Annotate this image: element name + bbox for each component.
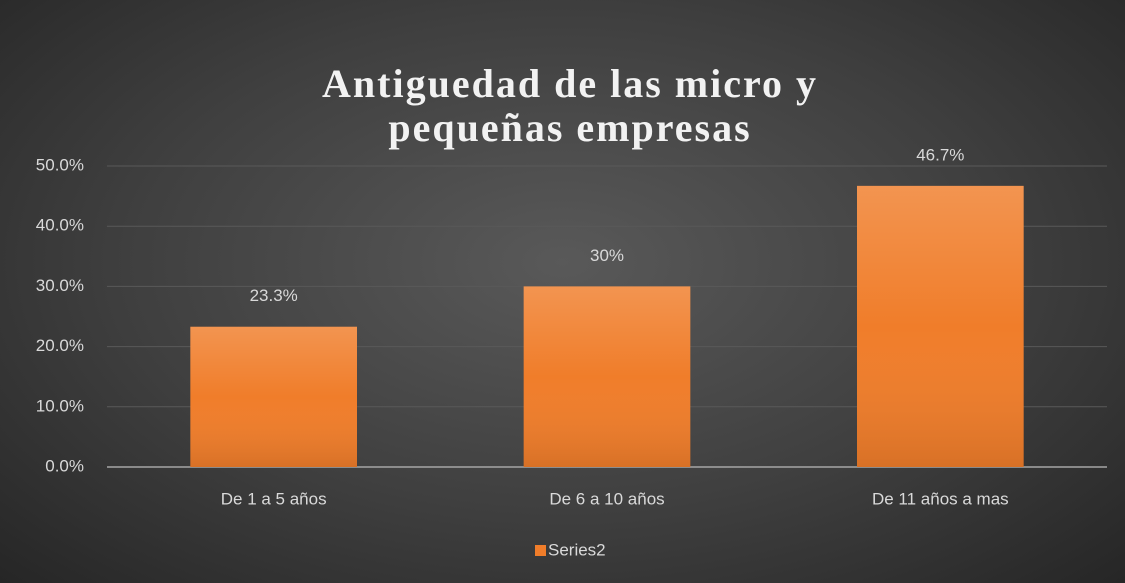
y-tick-label: 10.0%: [36, 396, 84, 415]
y-tick-label: 0.0%: [45, 456, 84, 475]
data-label: 23.3%: [250, 286, 298, 305]
y-tick-label: 40.0%: [36, 216, 84, 235]
chart-title: Antiguedad de las micro y pequeñas empre…: [322, 61, 818, 150]
x-tick-label: De 6 a 10 años: [549, 489, 664, 508]
data-label: 30%: [590, 246, 624, 265]
x-tick-label: De 1 a 5 años: [221, 489, 327, 508]
bar-shine: [190, 326, 357, 467]
data-label: 46.7%: [916, 145, 964, 164]
legend-swatch: [535, 545, 546, 556]
y-tick-label: 30.0%: [36, 276, 84, 295]
bar-shine: [857, 185, 1024, 467]
y-tick-label: 50.0%: [36, 155, 84, 174]
bar-shine: [523, 286, 691, 467]
legend-label: Series2: [548, 540, 606, 559]
x-tick-label: De 11 años a mas: [872, 489, 1009, 508]
y-tick-label: 20.0%: [36, 336, 84, 355]
